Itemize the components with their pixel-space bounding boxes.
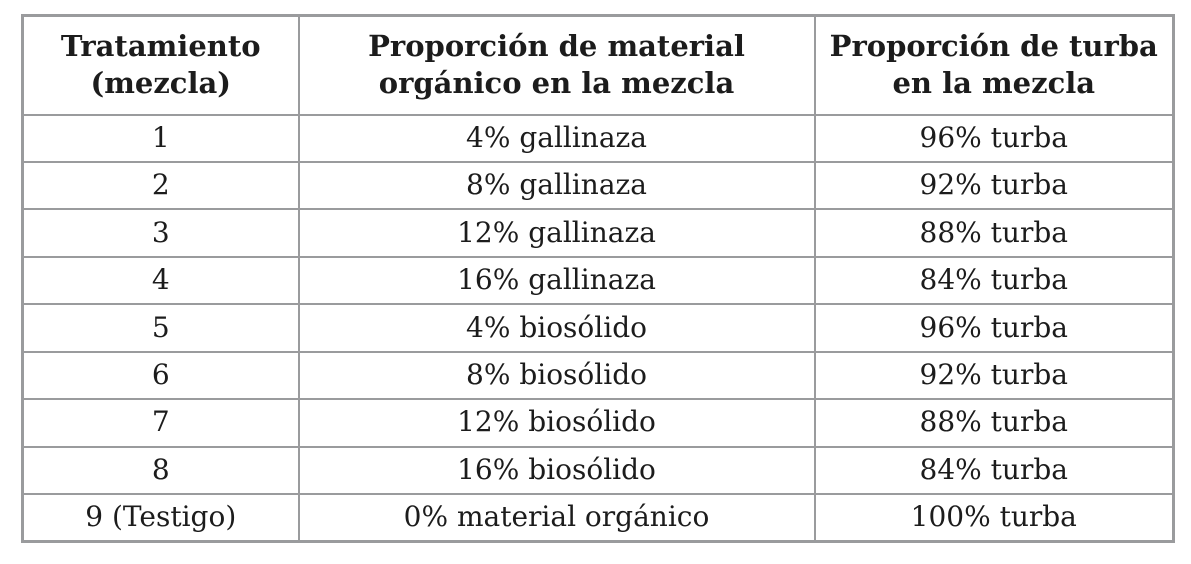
peat-cell: 100% turba [813, 493, 1175, 543]
treatment-cell: 1 [21, 113, 300, 163]
column-header-organic-material: Proporción de material orgánico en la me… [297, 14, 816, 116]
treatment-cell: 9 (Testigo) [21, 493, 300, 543]
peat-cell: 96% turba [813, 303, 1175, 353]
organic-material-cell: 4% gallinaza [297, 113, 816, 163]
column-header-peat: Proporción de turba en la mezcla [813, 14, 1175, 116]
treatment-cell: 2 [21, 160, 300, 211]
table-row: 7 12% biosólido 88% turba [21, 398, 1175, 448]
organic-material-cell: 8% biosólido [297, 350, 816, 401]
peat-cell: 84% turba [813, 255, 1175, 306]
organic-material-cell: 16% biosólido [297, 445, 816, 496]
peat-cell: 92% turba [813, 160, 1175, 211]
treatment-cell: 6 [21, 350, 300, 401]
table-header-row: Tratamiento (mezcla) Proporción de mater… [21, 14, 1175, 116]
organic-material-cell: 12% gallinaza [297, 208, 816, 258]
peat-cell: 88% turba [813, 398, 1175, 448]
treatment-cell: 8 [21, 445, 300, 496]
peat-cell: 84% turba [813, 445, 1175, 496]
treatments-table: Tratamiento (mezcla) Proporción de mater… [21, 14, 1175, 543]
treatment-cell: 5 [21, 303, 300, 353]
peat-cell: 88% turba [813, 208, 1175, 258]
table-row: 1 4% gallinaza 96% turba [21, 113, 1175, 163]
table-row: 6 8% biosólido 92% turba [21, 350, 1175, 401]
table-row: 3 12% gallinaza 88% turba [21, 208, 1175, 258]
organic-material-cell: 0% material orgánico [297, 493, 816, 543]
organic-material-cell: 16% gallinaza [297, 255, 816, 306]
treatment-cell: 3 [21, 208, 300, 258]
peat-cell: 96% turba [813, 113, 1175, 163]
peat-cell: 92% turba [813, 350, 1175, 401]
organic-material-cell: 4% biosólido [297, 303, 816, 353]
table-row: 4 16% gallinaza 84% turba [21, 255, 1175, 306]
column-header-treatment: Tratamiento (mezcla) [21, 14, 300, 116]
treatment-cell: 4 [21, 255, 300, 306]
table-row: 5 4% biosólido 96% turba [21, 303, 1175, 353]
table-row: 2 8% gallinaza 92% turba [21, 160, 1175, 211]
treatment-cell: 7 [21, 398, 300, 448]
organic-material-cell: 12% biosólido [297, 398, 816, 448]
table-row: 9 (Testigo) 0% material orgánico 100% tu… [21, 493, 1175, 543]
organic-material-cell: 8% gallinaza [297, 160, 816, 211]
table-row: 8 16% biosólido 84% turba [21, 445, 1175, 496]
